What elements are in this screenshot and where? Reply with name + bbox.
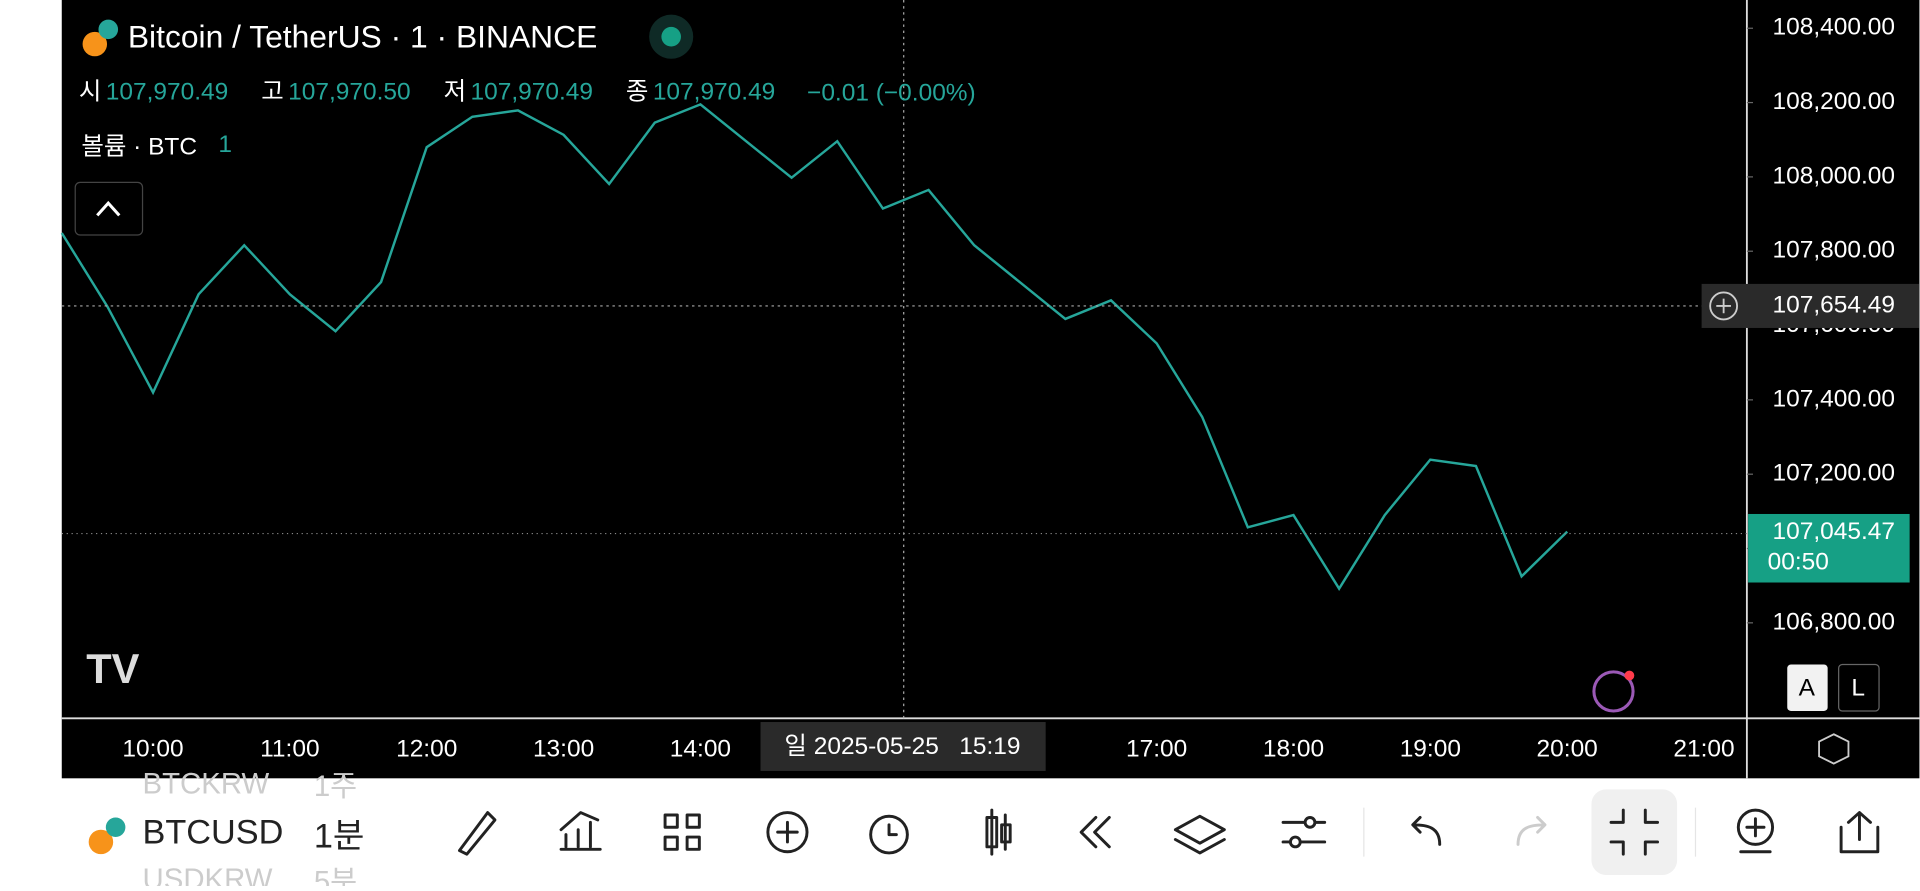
countdown: 00:50 xyxy=(1768,548,1829,575)
x-tick-label: 14:00 xyxy=(670,736,731,763)
y-tick-label: 107,400.00 xyxy=(1773,385,1895,412)
ohlc-label: 시 xyxy=(79,78,102,105)
y-tick-label: 108,000.00 xyxy=(1773,162,1895,189)
add-indicator-mark xyxy=(1739,817,1772,854)
interval-selected[interactable]: 1분 xyxy=(314,817,365,855)
x-tick-label: 11:00 xyxy=(260,736,319,763)
share[interactable] xyxy=(1839,811,1880,854)
settings-icon[interactable] xyxy=(1818,733,1850,765)
volume-value: 1 xyxy=(218,131,232,158)
ohlc-label: 종 xyxy=(626,78,649,105)
last-price: 107,045.47 xyxy=(1773,518,1895,545)
auto-scale-label: A xyxy=(1799,674,1816,701)
ohlc-label: 고 xyxy=(261,78,284,105)
x-tick-label: 10:00 xyxy=(122,736,183,763)
interval-option[interactable]: 1주 xyxy=(314,770,357,803)
y-tick-label: 107,200.00 xyxy=(1773,460,1895,487)
replay[interactable] xyxy=(1079,816,1111,849)
undo[interactable] xyxy=(1411,816,1442,846)
crosshair-price: 107,654.49 xyxy=(1773,291,1895,318)
y-tick-label: 107,800.00 xyxy=(1773,237,1895,264)
y-tick-label: 106,800.00 xyxy=(1773,608,1895,635)
ohlc-value: 107,970.49 xyxy=(106,78,228,105)
x-tick-label: 13:00 xyxy=(533,736,594,763)
ohlc-label: 저 xyxy=(444,77,467,105)
symbol-option[interactable]: BTCKRW xyxy=(143,767,270,800)
x-tick-label: 17:00 xyxy=(1126,736,1187,763)
price-line xyxy=(60,102,1569,591)
btc-icon xyxy=(88,829,114,855)
log-scale-label: L xyxy=(1851,674,1865,701)
interval-option[interactable]: 5분 xyxy=(314,865,357,891)
volume-label: 볼륨 · BTC xyxy=(81,134,197,161)
add-indicator[interactable] xyxy=(1736,808,1775,846)
alert[interactable] xyxy=(869,814,909,855)
symbol-selected[interactable]: BTCUSD xyxy=(143,814,284,852)
ohlc-value: 107,970.49 xyxy=(470,78,592,105)
symbol-option[interactable]: USDKRW xyxy=(143,863,273,891)
slider-knob xyxy=(1303,816,1317,829)
ohlc-value: 107,970.49 xyxy=(653,78,775,105)
flash-icon[interactable] xyxy=(1592,670,1635,713)
collapse-button[interactable] xyxy=(74,181,144,236)
last-price-box xyxy=(1748,513,1910,583)
x-tick-label: 20:00 xyxy=(1537,736,1598,763)
exit-fullscreen xyxy=(1609,808,1660,856)
crosshair-time-box xyxy=(760,722,1046,771)
change: −0.01 (−0.00%) xyxy=(807,80,976,107)
tv-logo: TV xyxy=(86,645,139,692)
add-alert-icon[interactable] xyxy=(1709,291,1739,321)
notification-dot xyxy=(1624,670,1635,681)
chart-type[interactable] xyxy=(985,808,1012,856)
x-tick-label: 12:00 xyxy=(396,736,457,763)
collapse-icon xyxy=(96,200,121,217)
title: Bitcoin / TetherUS · 1 · BINANCE xyxy=(128,19,597,55)
draw-tool[interactable] xyxy=(458,811,497,856)
fullscreen-button[interactable] xyxy=(1591,789,1678,875)
x-tick-label: 19:00 xyxy=(1400,736,1461,763)
crosshair-time: 일 2025-05-25 15:19 xyxy=(784,733,1020,760)
ohlc-value: 107,970.50 xyxy=(288,78,410,105)
add[interactable] xyxy=(766,811,809,854)
plus xyxy=(1716,298,1731,314)
auto-scale-button[interactable] xyxy=(1787,664,1828,712)
y-tick-label: 108,200.00 xyxy=(1773,88,1895,115)
status-dot xyxy=(661,26,681,47)
x-tick-label: 18:00 xyxy=(1263,736,1324,763)
btc-icon xyxy=(82,31,108,57)
x-tick-label: 21:00 xyxy=(1673,736,1734,763)
y-tick-label: 108,400.00 xyxy=(1773,14,1895,41)
add-plus xyxy=(776,820,799,844)
redo[interactable] xyxy=(1516,816,1547,846)
usdt-icon xyxy=(98,19,119,40)
log-scale-button[interactable] xyxy=(1838,663,1880,712)
usdt-icon xyxy=(105,817,126,838)
slider-knob xyxy=(1288,835,1302,849)
objects[interactable] xyxy=(1173,814,1226,855)
alert-hands xyxy=(887,823,898,837)
chart-panel xyxy=(61,0,1920,779)
indicators[interactable] xyxy=(559,811,602,851)
layouts[interactable] xyxy=(663,813,701,851)
toolbar xyxy=(458,789,1880,875)
